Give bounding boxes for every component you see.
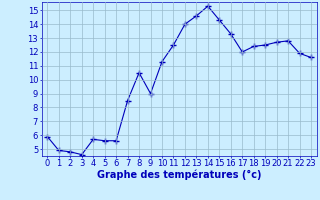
X-axis label: Graphe des températures (°c): Graphe des températures (°c)	[97, 170, 261, 180]
